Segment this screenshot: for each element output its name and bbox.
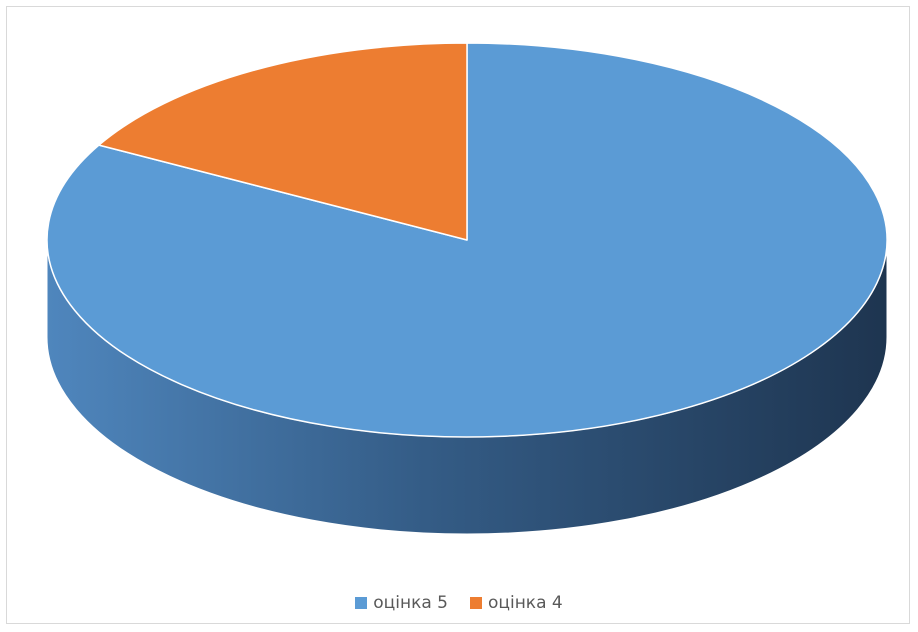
legend-item-series-1: оцінка 5 xyxy=(355,593,448,613)
legend: оцінка 5 оцінка 4 xyxy=(0,591,918,615)
legend-label-series-1: оцінка 5 xyxy=(373,593,448,613)
legend-item-series-2: оцінка 4 xyxy=(470,593,563,613)
pie-slice-2 xyxy=(98,42,468,241)
legend-label-series-2: оцінка 4 xyxy=(488,593,563,613)
legend-swatch-series-2 xyxy=(470,597,482,609)
legend-swatch-series-1 xyxy=(355,597,368,609)
